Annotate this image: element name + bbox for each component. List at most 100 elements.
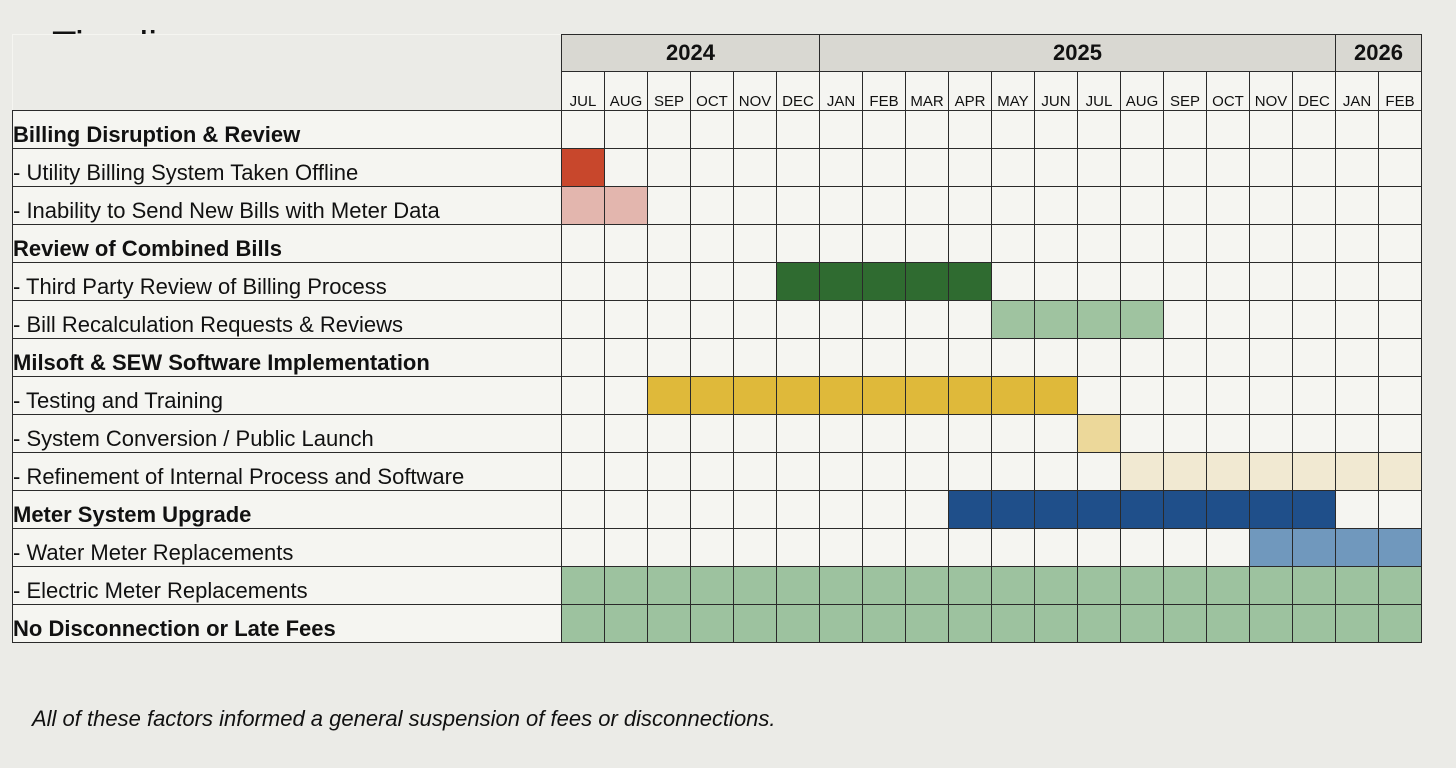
gantt-bar-cell xyxy=(1249,566,1293,605)
gantt-bar-cell xyxy=(1206,604,1250,643)
header-spacer xyxy=(12,34,562,72)
gantt-bar-cell xyxy=(776,566,820,605)
gantt-bar-cell xyxy=(561,566,605,605)
gantt-cell xyxy=(647,414,691,453)
gantt-cell xyxy=(1378,148,1422,187)
gantt-cell xyxy=(647,224,691,263)
gantt-cell xyxy=(1077,528,1121,567)
month-header: NOV xyxy=(733,71,777,111)
gantt-cell xyxy=(1120,148,1164,187)
gantt-cell xyxy=(1335,300,1379,339)
gantt-bar-cell xyxy=(1163,452,1207,491)
gantt-cell xyxy=(1163,224,1207,263)
gantt-cell xyxy=(819,110,863,149)
gantt-cell xyxy=(1034,224,1078,263)
gantt-cell xyxy=(561,262,605,301)
gantt-cell xyxy=(1034,148,1078,187)
gantt-bar-cell xyxy=(1034,376,1078,415)
gantt-cell xyxy=(776,414,820,453)
gantt-cell xyxy=(1034,262,1078,301)
timeline-row: - System Conversion / Public Launch xyxy=(12,414,1422,453)
month-header: APR xyxy=(948,71,992,111)
gantt-cell xyxy=(733,452,777,491)
gantt-cell xyxy=(733,110,777,149)
gantt-cell xyxy=(905,528,949,567)
gantt-cell xyxy=(1163,148,1207,187)
gantt-cell xyxy=(776,338,820,377)
gantt-cell xyxy=(1206,528,1250,567)
timeline-row: - Utility Billing System Taken Offline xyxy=(12,148,1422,187)
gantt-cell xyxy=(862,110,906,149)
gantt-cell xyxy=(1335,186,1379,225)
gantt-bar-cell xyxy=(1077,566,1121,605)
gantt-cell xyxy=(862,300,906,339)
gantt-bar-cell xyxy=(1034,604,1078,643)
gantt-cell xyxy=(1292,148,1336,187)
gantt-cell xyxy=(690,452,734,491)
task-label: - Water Meter Replacements xyxy=(12,528,562,567)
month-header: AUG xyxy=(604,71,648,111)
gantt-cell xyxy=(604,224,648,263)
gantt-cell xyxy=(604,110,648,149)
gantt-cell xyxy=(862,186,906,225)
gantt-cell xyxy=(561,414,605,453)
header-spacer xyxy=(12,71,562,111)
gantt-bar-cell xyxy=(819,566,863,605)
gantt-cell xyxy=(690,110,734,149)
gantt-cell xyxy=(604,262,648,301)
gantt-bar-cell xyxy=(1120,300,1164,339)
gantt-cell xyxy=(1163,414,1207,453)
gantt-cell xyxy=(604,148,648,187)
gantt-cell xyxy=(733,262,777,301)
gantt-cell xyxy=(647,452,691,491)
gantt-cell xyxy=(1206,376,1250,415)
gantt-bar-cell xyxy=(690,566,734,605)
gantt-bar-cell xyxy=(1249,452,1293,491)
gantt-cell xyxy=(1034,528,1078,567)
gantt-bar-cell xyxy=(1034,300,1078,339)
gantt-bar-cell xyxy=(1249,528,1293,567)
gantt-cell xyxy=(733,224,777,263)
gantt-cell xyxy=(1206,186,1250,225)
gantt-cell xyxy=(862,224,906,263)
gantt-cell xyxy=(991,528,1035,567)
task-label: - Third Party Review of Billing Process xyxy=(12,262,562,301)
gantt-cell xyxy=(776,148,820,187)
gantt-bar-cell xyxy=(1335,452,1379,491)
gantt-cell xyxy=(862,338,906,377)
gantt-bar-cell xyxy=(690,376,734,415)
gantt-bar-cell xyxy=(1206,566,1250,605)
gantt-bar-cell xyxy=(1378,528,1422,567)
gantt-bar-cell xyxy=(1077,300,1121,339)
gantt-cell xyxy=(776,490,820,529)
gantt-cell xyxy=(1034,414,1078,453)
gantt-bar-cell xyxy=(647,566,691,605)
gantt-cell xyxy=(862,490,906,529)
gantt-cell xyxy=(604,528,648,567)
gantt-cell xyxy=(1335,338,1379,377)
gantt-cell xyxy=(1378,414,1422,453)
gantt-bar-cell xyxy=(1077,604,1121,643)
gantt-cell xyxy=(1077,148,1121,187)
gantt-cell xyxy=(1120,338,1164,377)
section-heading: Billing Disruption & Review xyxy=(12,110,562,149)
gantt-bar-cell xyxy=(905,262,949,301)
month-header: JAN xyxy=(819,71,863,111)
gantt-cell xyxy=(1120,110,1164,149)
gantt-cell xyxy=(1292,110,1336,149)
gantt-cell xyxy=(561,224,605,263)
gantt-bar-cell xyxy=(1077,490,1121,529)
gantt-cell xyxy=(1034,186,1078,225)
gantt-cell xyxy=(561,110,605,149)
gantt-cell xyxy=(905,110,949,149)
gantt-cell xyxy=(1335,490,1379,529)
gantt-bar-cell xyxy=(733,376,777,415)
gantt-bar-cell xyxy=(1335,528,1379,567)
gantt-cell xyxy=(561,300,605,339)
gantt-cell xyxy=(1206,414,1250,453)
month-header: JAN xyxy=(1335,71,1379,111)
gantt-bar-cell xyxy=(1249,604,1293,643)
gantt-cell xyxy=(948,186,992,225)
gantt-bar-cell xyxy=(776,376,820,415)
timeline-gantt-table: 2024 2025 2026 JUL AUG SEP OCT NOV DEC JAN FEB MAR A… xyxy=(12,34,1422,643)
